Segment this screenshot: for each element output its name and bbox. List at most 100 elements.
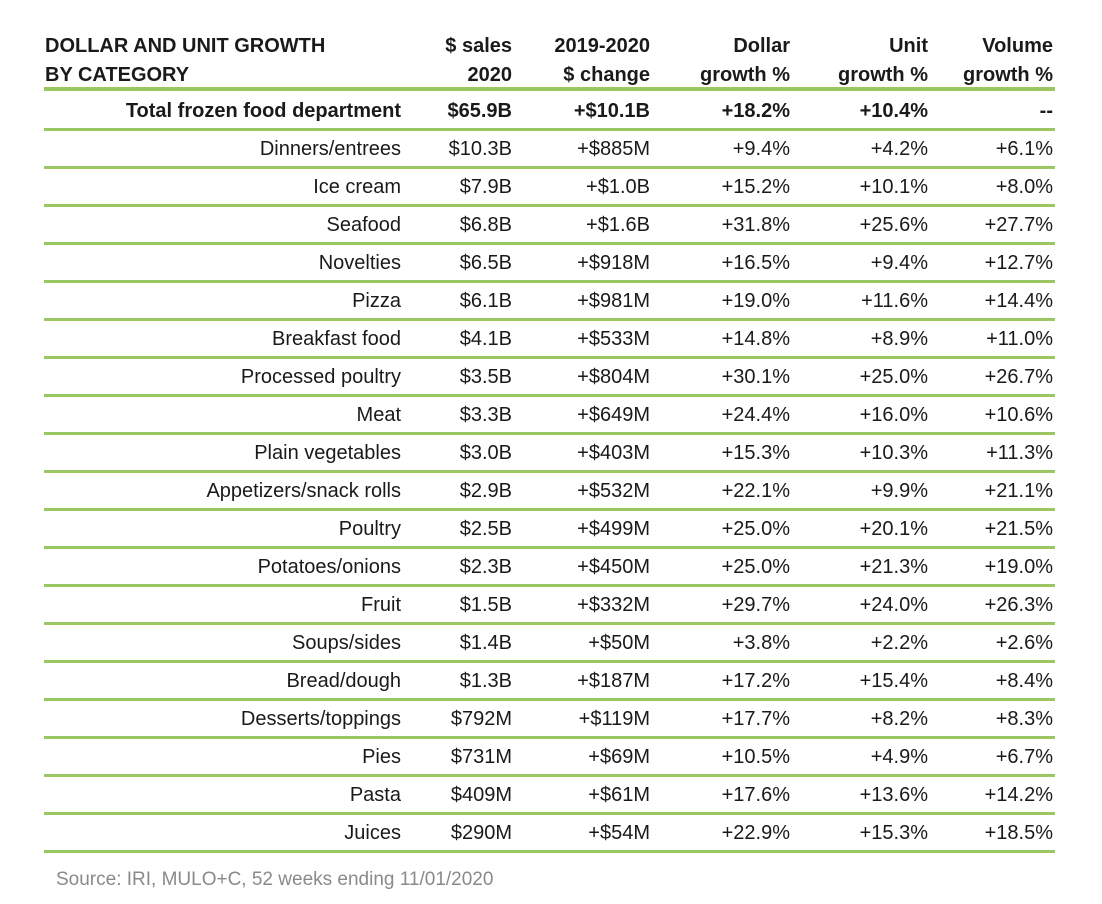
row-divider xyxy=(44,356,1055,359)
category-label: Seafood xyxy=(326,214,401,236)
category-label: Dinners/entrees xyxy=(260,138,401,160)
volume-growth-value: +6.1% xyxy=(996,138,1053,160)
dollar-change-value: +$533M xyxy=(577,328,650,350)
row-divider xyxy=(44,508,1055,511)
sales-2020-value: $4.1B xyxy=(460,328,512,350)
sales-2020-value: $2.5B xyxy=(460,518,512,540)
table-row: Seafood $6.8B +$1.6B +31.8% +25.6% +27.7% xyxy=(44,214,1055,245)
unit-growth-value: +25.0% xyxy=(860,366,929,388)
table-row: Soups/sides $1.4B +$50M +3.8% +2.2% +2.6% xyxy=(44,632,1055,663)
dollar-change-value: +$1.0B xyxy=(586,176,650,198)
volume-growth-value: +8.3% xyxy=(996,708,1053,730)
volume-growth-value: +19.0% xyxy=(985,556,1054,578)
category-label: Pies xyxy=(362,746,401,768)
dollar-growth-value: +15.2% xyxy=(722,176,791,198)
dollar-change-value: +$69M xyxy=(588,746,650,768)
volume-growth-value: +2.6% xyxy=(996,632,1053,654)
dollar-growth-value: +31.8% xyxy=(722,214,791,236)
category-label: Total frozen food department xyxy=(126,100,402,122)
sales-2020-value: $1.4B xyxy=(460,632,512,654)
category-label: Soups/sides xyxy=(292,632,401,654)
source-note: Source: IRI, MULO+C, 52 weeks ending 11/… xyxy=(56,869,493,890)
unit-growth-value: +9.9% xyxy=(871,480,928,502)
row-divider xyxy=(44,242,1055,245)
dollar-change-value: +$885M xyxy=(577,138,650,160)
unit-growth-value: +13.6% xyxy=(860,784,929,806)
column-header-volume-growth-line2: growth % xyxy=(963,64,1053,86)
unit-growth-value: +24.0% xyxy=(860,594,929,616)
dollar-growth-value: +3.8% xyxy=(733,632,790,654)
column-header-sales-line2: 2020 xyxy=(468,64,513,86)
dollar-change-value: +$918M xyxy=(577,252,650,274)
sales-2020-value: $1.5B xyxy=(460,594,512,616)
unit-growth-value: +20.1% xyxy=(860,518,929,540)
table-row: Processed poultry $3.5B +$804M +30.1% +25.0%… xyxy=(44,366,1055,397)
table-row: Breakfast food $4.1B +$533M +14.8% +8.9% +11.… xyxy=(44,328,1055,359)
table-row: Pies $731M +$69M +10.5% +4.9% +6.7% xyxy=(44,746,1055,777)
row-divider xyxy=(44,280,1055,283)
category-label: Pizza xyxy=(352,290,402,312)
table-header: DOLLAR AND UNIT GROWTH BY CATEGORY $ sal… xyxy=(45,35,1053,86)
sales-2020-value: $792M xyxy=(451,708,512,730)
unit-growth-value: +9.4% xyxy=(871,252,928,274)
row-divider xyxy=(44,812,1055,815)
sales-2020-value: $6.1B xyxy=(460,290,512,312)
table-body: Total frozen food department $65.9B +$10.1… xyxy=(44,100,1055,853)
dollar-growth-value: +22.1% xyxy=(722,480,791,502)
unit-growth-value: +4.2% xyxy=(871,138,928,160)
unit-growth-value: +10.3% xyxy=(860,442,929,464)
dollar-growth-value: +25.0% xyxy=(722,518,791,540)
volume-growth-value: +11.0% xyxy=(986,328,1053,350)
category-label: Meat xyxy=(357,404,402,426)
row-divider xyxy=(44,736,1055,739)
dollar-change-value: +$50M xyxy=(588,632,650,654)
volume-growth-value: +21.1% xyxy=(985,480,1054,502)
dollar-change-value: +$332M xyxy=(577,594,650,616)
sales-2020-value: $3.0B xyxy=(460,442,512,464)
table-row: Pizza $6.1B +$981M +19.0% +11.6% +14.4% xyxy=(44,290,1055,321)
volume-growth-value: +21.5% xyxy=(985,518,1054,540)
unit-growth-value: +8.2% xyxy=(871,708,928,730)
volume-growth-value: +12.7% xyxy=(985,252,1054,274)
table-row: Potatoes/onions $2.3B +$450M +25.0% +21.3% +1… xyxy=(44,556,1055,587)
sales-2020-value: $2.9B xyxy=(460,480,512,502)
volume-growth-value: +18.5% xyxy=(985,822,1054,844)
table-row: Pasta $409M +$61M +17.6% +13.6% +14.2% xyxy=(44,784,1055,815)
row-divider xyxy=(44,850,1055,853)
dollar-growth-value: +25.0% xyxy=(722,556,791,578)
row-divider xyxy=(44,432,1055,435)
row-divider xyxy=(44,584,1055,587)
table-row: Ice cream $7.9B +$1.0B +15.2% +10.1% +8.0% xyxy=(44,176,1055,207)
sales-2020-value: $2.3B xyxy=(460,556,512,578)
unit-growth-value: +11.6% xyxy=(861,290,928,312)
row-divider xyxy=(44,470,1055,473)
dollar-change-value: +$187M xyxy=(577,670,650,692)
dollar-growth-value: +17.6% xyxy=(722,784,791,806)
unit-growth-value: +15.3% xyxy=(860,822,929,844)
row-divider xyxy=(44,660,1055,663)
table-row: Poultry $2.5B +$499M +25.0% +20.1% +21.5% xyxy=(44,518,1055,549)
dollar-change-value: +$61M xyxy=(588,784,650,806)
unit-growth-value: +4.9% xyxy=(871,746,928,768)
dollar-growth-value: +29.7% xyxy=(722,594,791,616)
sales-2020-value: $3.5B xyxy=(460,366,512,388)
dollar-change-value: +$403M xyxy=(577,442,650,464)
dollar-growth-value: +17.7% xyxy=(722,708,791,730)
column-header-volume-growth-line1: Volume xyxy=(982,35,1053,57)
row-divider xyxy=(44,546,1055,549)
table-row: Fruit $1.5B +$332M +29.7% +24.0% +26.3% xyxy=(44,594,1055,625)
table-row: Meat $3.3B +$649M +24.4% +16.0% +10.6% xyxy=(44,404,1055,435)
table-title-line1: DOLLAR AND UNIT GROWTH xyxy=(45,35,325,57)
sales-2020-value: $3.3B xyxy=(460,404,512,426)
dollar-change-value: +$649M xyxy=(577,404,650,426)
row-divider xyxy=(44,318,1055,321)
table-row: Plain vegetables $3.0B +$403M +15.3% +10.3% +… xyxy=(44,442,1055,473)
unit-growth-value: +15.4% xyxy=(860,670,929,692)
category-label: Desserts/toppings xyxy=(241,708,401,730)
row-divider xyxy=(44,698,1055,701)
dollar-growth-value: +9.4% xyxy=(733,138,790,160)
column-header-change-line1: 2019-2020 xyxy=(554,35,650,57)
dollar-growth-value: +18.2% xyxy=(722,100,791,122)
sales-2020-value: $409M xyxy=(451,784,512,806)
dollar-growth-value: +30.1% xyxy=(722,366,791,388)
